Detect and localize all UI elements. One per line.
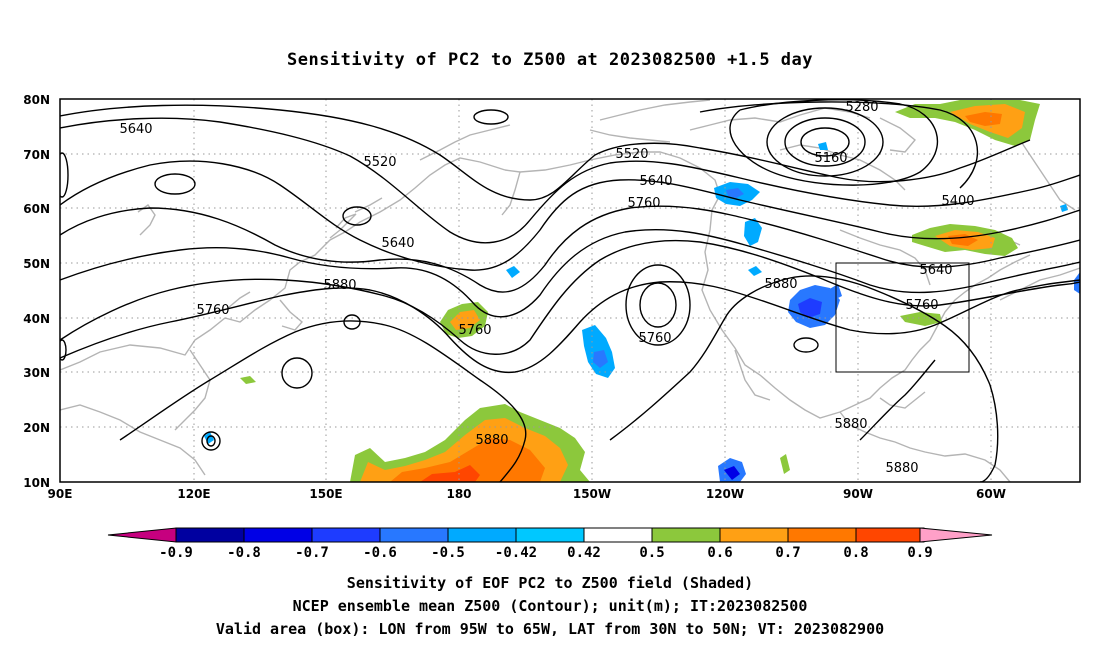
colorbar-left-triangle xyxy=(107,527,177,543)
contour-label: 5880 xyxy=(764,277,797,292)
caption-shading: Sensitivity of EOF PC2 to Z500 field (Sh… xyxy=(346,574,754,592)
colorbar-labels: -0.9 -0.8 -0.7 -0.6 -0.5 -0.42 0.42 0.5 … xyxy=(159,545,933,561)
colorbar-label: -0.5 xyxy=(431,545,465,561)
colorbar-swatch xyxy=(515,527,585,543)
colorbar-swatch xyxy=(719,527,789,543)
colorbar-label: 0.5 xyxy=(639,545,664,561)
contour-label: 5280 xyxy=(845,100,878,115)
contour-label: 5520 xyxy=(363,155,396,170)
lon-label: 90E xyxy=(48,487,73,501)
colorbar-label: -0.6 xyxy=(363,545,397,561)
grid-lines xyxy=(60,99,1080,482)
lon-label: 120W xyxy=(706,487,744,501)
lat-label: 60N xyxy=(23,202,50,216)
contour-label: 5880 xyxy=(323,278,356,293)
lat-label: 40N xyxy=(23,312,50,326)
contour-label: 5760 xyxy=(905,298,938,313)
lat-label: 70N xyxy=(23,148,50,162)
lat-label: 10N xyxy=(23,476,50,490)
longitude-labels: 90E 120E 150E 180 150W 120W 90W 60W xyxy=(48,487,1006,501)
contour-label: 5640 xyxy=(381,236,414,251)
lon-label: 150W xyxy=(573,487,611,501)
lat-label: 20N xyxy=(23,421,50,435)
colorbar-label: 0.9 xyxy=(907,545,932,561)
contour-label: 5760 xyxy=(638,331,671,346)
colorbar-swatch xyxy=(583,527,653,543)
valid-area-box xyxy=(835,262,970,373)
contour-label: 5640 xyxy=(639,174,672,189)
lon-label: 90W xyxy=(843,487,873,501)
map-frame xyxy=(59,98,1081,483)
map-background xyxy=(60,99,1080,482)
coastlines xyxy=(60,99,1080,482)
contour-label: 5520 xyxy=(615,147,648,162)
colorbar-label: -0.7 xyxy=(295,545,329,561)
colorbar-label: 0.42 xyxy=(567,545,601,561)
contour-labels: 5640 5520 5640 5760 5880 5760 5880 5520 … xyxy=(119,100,974,476)
colorbar-label: -0.9 xyxy=(159,545,193,561)
colorbar xyxy=(107,527,993,543)
contour-label: 5640 xyxy=(119,122,152,137)
contour-label: 5160 xyxy=(814,151,847,166)
z500-contours xyxy=(60,99,1080,482)
lon-label: 120E xyxy=(177,487,210,501)
colorbar-swatch xyxy=(379,527,449,543)
lon-label: 150E xyxy=(309,487,342,501)
contour-label: 5880 xyxy=(475,433,508,448)
contour-label: 5760 xyxy=(627,196,660,211)
contour-label: 5760 xyxy=(196,303,229,318)
colorbar-swatch xyxy=(311,527,381,543)
page-title: Sensitivity of PC2 to Z500 at 2023082500… xyxy=(286,50,813,70)
colorbar-swatch xyxy=(243,527,313,543)
lon-label: 60W xyxy=(976,487,1006,501)
colorbar-swatch xyxy=(651,527,721,543)
caption-valid-area: Valid area (box): LON from 95W to 65W, L… xyxy=(215,620,885,638)
contour-label: 5880 xyxy=(885,461,918,476)
colorbar-label: -0.8 xyxy=(227,545,261,561)
contour-label: 5880 xyxy=(834,417,867,432)
lon-label: 180 xyxy=(446,487,471,501)
contour-label: 5400 xyxy=(941,194,974,209)
colorbar-right-triangle xyxy=(919,527,993,543)
colorbar-swatch xyxy=(447,527,517,543)
colorbar-label: -0.42 xyxy=(495,545,537,561)
lat-label: 80N xyxy=(23,93,50,107)
colorbar-swatch xyxy=(855,527,925,543)
colorbar-label: 0.8 xyxy=(843,545,868,561)
caption-contour: NCEP ensemble mean Z500 (Contour); unit(… xyxy=(292,597,808,615)
colorbar-swatch xyxy=(787,527,857,543)
latitude-labels: 80N 70N 60N 50N 40N 30N 20N 10N xyxy=(23,93,50,490)
contour-label: 5760 xyxy=(458,323,491,338)
lat-label: 50N xyxy=(23,257,50,271)
lat-label: 30N xyxy=(23,366,50,380)
colorbar-label: 0.7 xyxy=(775,545,800,561)
colorbar-swatch xyxy=(175,527,245,543)
colorbar-label: 0.6 xyxy=(707,545,732,561)
sensitivity-shading xyxy=(204,100,1080,482)
contour-label: 5640 xyxy=(919,263,952,278)
